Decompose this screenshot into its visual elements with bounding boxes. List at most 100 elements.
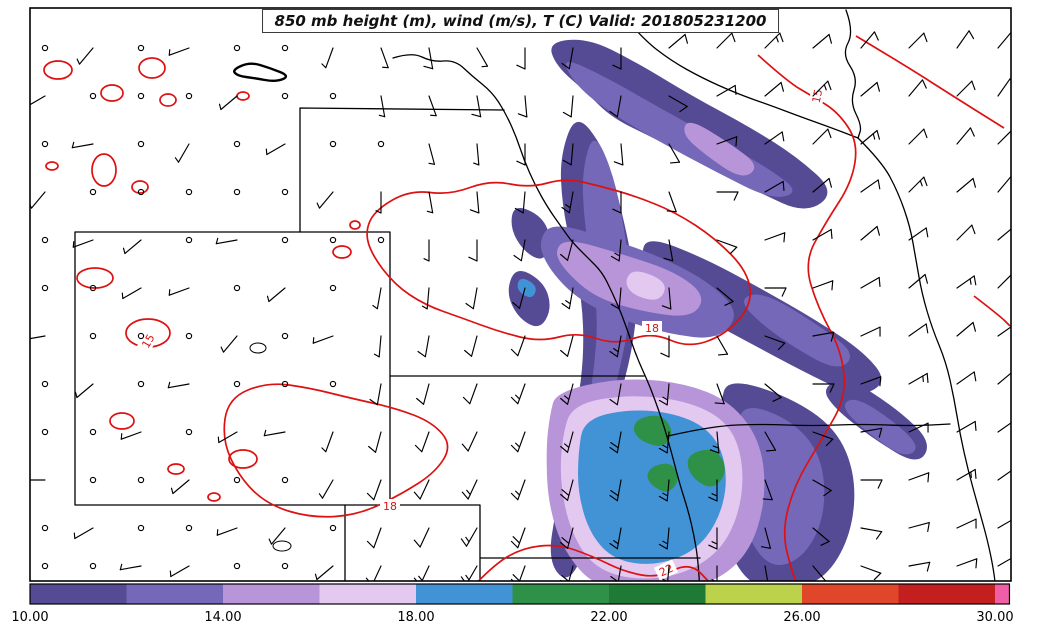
wind-barb (812, 177, 832, 193)
wind-barb (510, 383, 526, 405)
wind-barb-tick (823, 84, 827, 91)
height-contour-loop (249, 342, 267, 354)
temperature-contour-label: 18 (645, 322, 659, 335)
calm-wind-circle (329, 380, 337, 388)
wind-barb (121, 287, 142, 300)
wind-barb-staff (218, 431, 238, 444)
wind-barb (908, 372, 929, 385)
wind-barb-tick (827, 80, 832, 91)
wind-barb (471, 95, 482, 118)
wind-barb-staff (997, 422, 1011, 433)
wind-barb-tick (512, 536, 521, 544)
wind-barb-tick (561, 62, 570, 70)
wind-barb-tick (724, 300, 734, 306)
wind-barb-tick (872, 133, 876, 140)
wind-barb-tick (423, 65, 434, 70)
wind-barb-staff (424, 335, 430, 358)
temperature-contour (757, 54, 857, 581)
wind-barb-tick (877, 179, 881, 190)
wind-barb-tick (926, 372, 929, 384)
colorbar-segment (416, 584, 513, 604)
wind-barb-tick (466, 489, 471, 496)
wind-barb-staff (428, 191, 434, 214)
wind-barb-staff (860, 376, 882, 385)
wind-barb-staff (860, 326, 881, 337)
wind-barb (658, 479, 670, 502)
wind-barb-tick (781, 131, 785, 142)
wind-barb-tick (170, 487, 174, 495)
wind-barb-staff (908, 323, 927, 337)
wind-barb (76, 47, 94, 65)
wind-barb-tick (369, 398, 378, 406)
wind-barb-tick (560, 493, 569, 501)
temperature-contour-loop (76, 267, 114, 289)
wind-barb (663, 239, 674, 262)
wind-barb (812, 280, 834, 291)
wind-barb (997, 519, 1011, 529)
wind-barb (716, 32, 736, 49)
wind-barb-staff (465, 527, 478, 547)
wind-barb-staff (860, 179, 879, 193)
wind-barb-staff (812, 80, 829, 97)
wind-barb-staff (908, 372, 928, 385)
wind-barb (174, 143, 190, 163)
mississippi-river (857, 137, 996, 581)
wind-barb-tick (669, 161, 681, 164)
wind-barb-tick (461, 491, 469, 500)
wind-barb-staff (667, 565, 670, 581)
wind-barb-tick (969, 278, 972, 285)
wind-barb-staff (764, 335, 786, 344)
wind-barb-tick (973, 275, 977, 286)
wind-barb-tick (660, 352, 670, 358)
wind-barb (860, 479, 883, 489)
contour-label-group: 22 (653, 559, 679, 581)
wind-barb (167, 381, 190, 389)
wind-barb (423, 47, 434, 70)
wind-barb-staff (373, 479, 382, 501)
wind-barb-tick (782, 180, 785, 192)
wind-barb-tick (366, 492, 375, 501)
wind-barb (812, 565, 827, 581)
wind-barb (375, 191, 382, 214)
wind-barb-staff (476, 47, 489, 67)
calm-wind-circle (329, 92, 337, 100)
wind-barb-tick (562, 159, 572, 166)
wind-barb (956, 275, 977, 289)
calm-wind-circle (137, 476, 145, 484)
wind-barb (468, 239, 478, 262)
wind-barb-tick (375, 210, 382, 214)
wind-barb-tick (416, 397, 425, 405)
calm-wind-circle (89, 332, 97, 340)
temperature-contour-loop (131, 180, 149, 194)
wind-barb-tick (464, 349, 473, 357)
wind-barb (220, 335, 238, 353)
wind-barb-tick (560, 397, 569, 405)
wind-barb (716, 239, 738, 255)
wind-barb-staff (812, 527, 830, 543)
wind-barb-tick (423, 258, 430, 262)
wind-barb-tick (968, 30, 975, 40)
wind-barb-tick (565, 204, 571, 209)
wind-barb-staff (616, 383, 622, 406)
wind-barb-staff (568, 191, 574, 214)
wind-barb-tick (876, 129, 880, 140)
wind-barb (122, 239, 142, 255)
wind-barb-staff (997, 31, 1011, 49)
wind-barb-tick (76, 58, 81, 65)
calm-wind-circle (377, 236, 385, 244)
wind-speed-region-14-16 (684, 122, 755, 176)
wind-barb-staff (666, 527, 670, 550)
wind-barb-staff (120, 431, 142, 440)
wind-barb-tick (612, 208, 622, 214)
wind-barb-tick (969, 127, 975, 137)
wind-barb-staff (380, 95, 386, 118)
wind-barb-tick (972, 321, 976, 332)
wind-barb-tick (828, 33, 832, 44)
wind-barb-staff (956, 468, 976, 481)
wind-barb (560, 431, 574, 453)
wind-barb-tick (372, 304, 378, 310)
temperature-contour-loop (228, 449, 258, 469)
wind-barb-tick (923, 176, 928, 187)
wind-barb (170, 479, 190, 495)
wind-barb (908, 561, 931, 572)
